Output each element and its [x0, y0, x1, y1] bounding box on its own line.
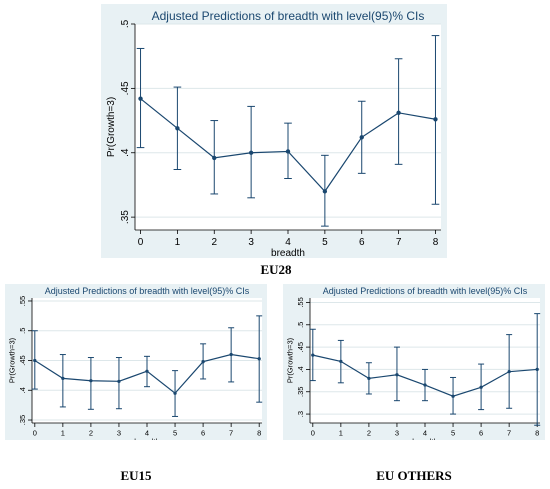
data-point — [89, 379, 93, 383]
data-point — [395, 373, 399, 377]
data-point — [535, 367, 539, 372]
chart-eu-others: Adjusted Predictions of breadth with lev… — [285, 286, 541, 446]
x-tick-label: 7 — [507, 429, 511, 438]
chart-panel-eu15: Adjusted Predictions of breadth with lev… — [5, 284, 267, 446]
chart-panel-eu-others: Adjusted Predictions of breadth with lev… — [283, 284, 545, 446]
data-point — [201, 360, 205, 364]
data-point — [175, 126, 180, 131]
x-tick-label: 8 — [535, 429, 539, 438]
caption-eu15: EU15 — [120, 468, 152, 483]
data-point — [248, 150, 254, 155]
data-point — [257, 357, 261, 361]
x-tick-label: 0 — [33, 429, 37, 438]
y-tick-label: .4 — [296, 366, 305, 372]
ci-bar — [115, 357, 122, 410]
data-point — [322, 189, 328, 194]
x-tick-label: 3 — [395, 429, 399, 438]
x-tick-label: 1 — [175, 237, 181, 248]
x-tick-label: 2 — [367, 429, 371, 438]
x-tick-label: 2 — [89, 429, 93, 438]
x-tick-label: 7 — [229, 429, 233, 438]
ci-bar — [59, 354, 66, 408]
x-tick-label: 0 — [311, 429, 315, 438]
y-tick-label: .5 — [296, 322, 305, 328]
chart-panel-eu28: Adjusted Predictions of breadth with lev… — [101, 4, 447, 259]
y-tick-label: .3 — [296, 411, 305, 417]
y-axis-label: Pr(Growth=3) — [285, 337, 294, 383]
chart-title: Adjusted Predictions of breadth with lev… — [323, 286, 528, 296]
x-tick-label: 1 — [339, 429, 343, 438]
data-point — [61, 376, 65, 380]
y-tick-label: .55 — [296, 297, 305, 307]
x-tick-label: 1 — [61, 429, 65, 438]
x-tick-label: 0 — [138, 237, 144, 248]
x-axis-label: breadth — [271, 248, 305, 258]
data-point — [396, 110, 401, 116]
data-point — [451, 394, 455, 398]
y-tick-label: .35 — [296, 387, 305, 397]
x-tick-label: 4 — [423, 429, 427, 438]
data-point — [507, 370, 511, 374]
x-axis-label: breadth — [134, 437, 159, 440]
y-tick-label: .45 — [296, 342, 305, 352]
y-tick-label: .5 — [120, 19, 131, 28]
x-tick-label: 4 — [145, 429, 149, 438]
caption-eu28: EU28 — [260, 262, 292, 277]
x-tick-label: 8 — [257, 429, 261, 438]
chart-eu28: Adjusted Predictions of breadth with lev… — [106, 9, 441, 259]
chart-title: Adjusted Predictions of breadth with lev… — [45, 286, 250, 296]
data-point — [212, 155, 217, 161]
x-tick-label: 3 — [117, 429, 121, 438]
plot-area — [310, 298, 540, 423]
y-tick-label: .45 — [18, 355, 27, 365]
data-point — [229, 352, 233, 357]
x-tick-label: 2 — [211, 237, 217, 248]
y-tick-label: .35 — [120, 210, 131, 224]
data-point — [117, 379, 121, 383]
y-tick-label: .45 — [120, 81, 131, 95]
y-tick-label: .5 — [18, 328, 27, 334]
x-tick-label: 3 — [248, 237, 254, 248]
caption-eu-others: EU OTHERS — [376, 468, 452, 483]
x-tick-label: 6 — [201, 429, 205, 438]
y-axis-label: Pr(Growth=3) — [7, 337, 16, 383]
x-tick-label: 4 — [285, 237, 291, 248]
x-tick-label: 5 — [173, 429, 177, 438]
y-tick-label: .55 — [18, 296, 27, 306]
chart-eu15: Adjusted Predictions of breadth with lev… — [7, 286, 263, 446]
ci-bar — [87, 357, 94, 410]
data-point — [367, 376, 371, 380]
y-tick-label: .4 — [120, 148, 131, 157]
x-tick-label: 8 — [433, 237, 439, 248]
data-point — [479, 385, 483, 389]
x-tick-label: 7 — [396, 237, 402, 248]
data-point — [423, 383, 427, 387]
data-point — [33, 358, 37, 363]
data-point — [138, 96, 143, 101]
data-point — [285, 149, 291, 154]
x-tick-label: 5 — [451, 429, 455, 438]
x-axis-label: breadth — [412, 437, 437, 440]
y-tick-label: .35 — [18, 415, 27, 425]
y-tick-label: .4 — [18, 387, 27, 393]
data-point — [339, 359, 343, 364]
chart-title: Adjusted Predictions of breadth with lev… — [152, 9, 425, 23]
x-tick-label: 5 — [322, 237, 328, 248]
x-tick-label: 6 — [479, 429, 483, 438]
data-point — [433, 117, 438, 122]
data-point — [173, 391, 177, 395]
x-tick-label: 6 — [359, 237, 365, 248]
data-point — [145, 369, 149, 373]
data-point — [311, 353, 315, 357]
data-point — [359, 135, 364, 140]
y-axis-label: Pr(Growth=3) — [106, 97, 117, 157]
